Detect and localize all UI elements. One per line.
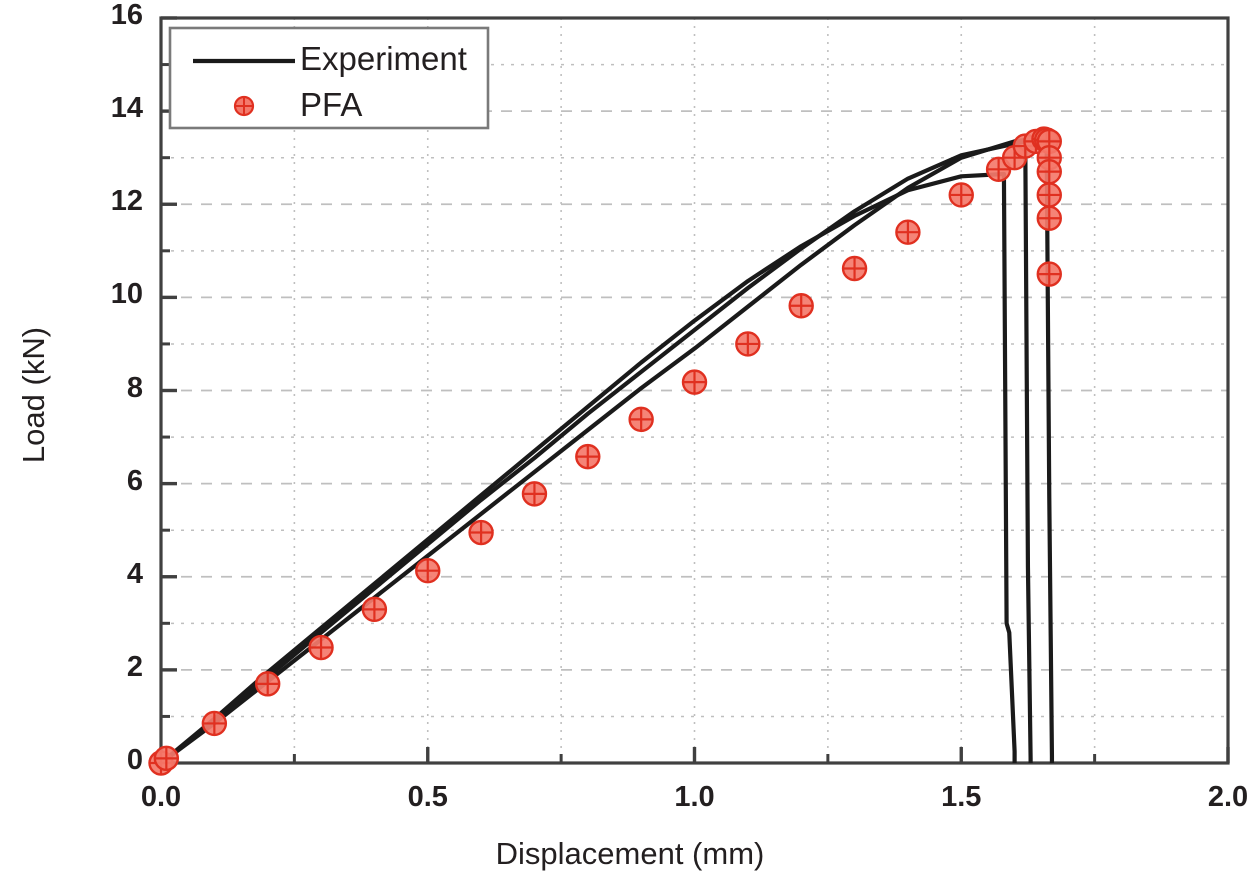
- y-tick-label: 2: [126, 650, 143, 683]
- y-tick-label: 12: [110, 185, 143, 218]
- pfa-data-point: [681, 369, 708, 395]
- legend-label-pfa: PFA: [300, 86, 363, 123]
- x-tick-label: 1.5: [941, 781, 982, 813]
- pfa-data-point: [735, 331, 761, 357]
- experiment-curve: [159, 171, 1017, 765]
- pfa-data-point: [895, 219, 921, 245]
- pfa-data-point: [841, 255, 868, 282]
- pfa-data-point: [1036, 205, 1062, 231]
- pfa-data-point: [948, 182, 974, 208]
- pfa-data-point: [255, 671, 281, 697]
- y-tick-label: 8: [126, 371, 143, 404]
- y-tick-label: 0: [126, 744, 143, 776]
- y-axis-title: Load (kN): [16, 326, 51, 464]
- y-tick-label: 10: [110, 278, 143, 311]
- pfa-data-point: [1036, 158, 1062, 185]
- x-tick-label: 2.0: [1207, 781, 1249, 813]
- y-tick-label: 14: [110, 92, 143, 125]
- pfa-data-point: [153, 745, 180, 772]
- pfa-data-point: [1036, 261, 1062, 287]
- pfa-data-point: [415, 557, 441, 584]
- x-tick-label: 0.0: [140, 781, 182, 813]
- pfa-data-point: [361, 596, 388, 623]
- pfa-data-point: [575, 443, 601, 470]
- pfa-data-point: [521, 481, 548, 507]
- y-tick-label: 4: [126, 557, 143, 590]
- y-tick-label: 6: [126, 464, 143, 497]
- y-tick-label: 16: [110, 0, 143, 31]
- x-axis-title: Displacement (mm): [495, 836, 765, 871]
- pfa-data-point: [788, 293, 814, 319]
- pfa-data-point: [628, 406, 654, 433]
- pfa-data-point: [201, 710, 228, 737]
- y-axis-title-wrapper: Load (kN): [16, 185, 56, 605]
- pfa-data-point: [468, 519, 494, 546]
- pfa-data-point: [1036, 182, 1062, 208]
- legend-box: [168, 26, 490, 130]
- x-tick-label: 0.5: [407, 781, 448, 813]
- x-tick-label: 1.0: [674, 781, 715, 813]
- legend-label-experiment: Experiment: [300, 40, 467, 77]
- pfa-data-point: [308, 634, 334, 661]
